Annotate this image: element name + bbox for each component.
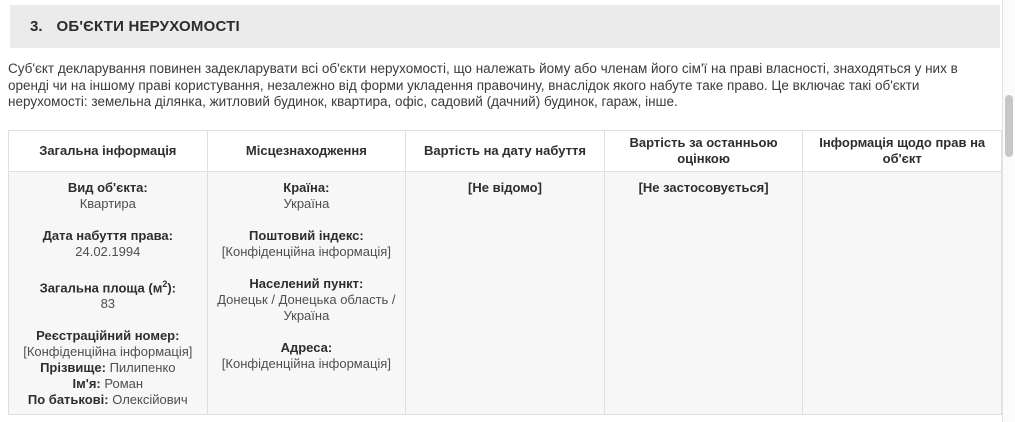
cell-location: Країна: Україна Поштовий індекс: [Конфід… (206, 170, 407, 416)
field-object-type: Вид об'єкта: Квартира (67, 180, 148, 211)
section-number: 3. (30, 18, 43, 35)
field-postal-code: Поштовий індекс: [Конфіденційна інформац… (221, 228, 391, 259)
field-settlement: Населений пункт: Донецьк / Донецька обла… (217, 276, 396, 323)
table-header-row: Загальна інформація Місцезнаходження Вар… (8, 130, 1002, 172)
vertical-scrollbar-track[interactable] (1002, 0, 1015, 422)
cell-rights-info (802, 170, 1002, 416)
column-header-location: Місцезнаходження (206, 130, 407, 172)
section-header: 3. ОБ'ЄКТИ НЕРУХОМОСТІ (10, 5, 1000, 48)
cell-value-at-acquisition: [Не відомо] (405, 170, 605, 416)
cell-value-last-appraisal: [Не застосовується] (603, 170, 804, 416)
vertical-scrollbar-thumb[interactable] (1005, 95, 1013, 157)
column-header-value-last-appraisal: Вартість за останньою оцінкою (603, 130, 804, 172)
real-estate-table: Загальна інформація Місцезнаходження Вар… (8, 130, 1002, 416)
section-title: ОБ'ЄКТИ НЕРУХОМОСТІ (56, 18, 240, 35)
field-total-area: Загальна площа (м2): 83 (39, 279, 177, 312)
field-address: Адреса: [Конфіденційна інформація] (221, 340, 391, 371)
cell-general-info: Вид об'єкта: Квартира Дата набуття права… (8, 170, 208, 416)
column-header-general-info: Загальна інформація (8, 130, 208, 172)
field-first-name: Ім'я: Роман (72, 376, 144, 392)
field-patronymic: По батькові: Олексійович (27, 392, 188, 408)
section-description: Суб'єкт декларування повинен задекларува… (8, 61, 958, 109)
column-header-rights-info: Інформація щодо прав на об'єкт (802, 130, 1002, 172)
column-header-value-at-acquisition: Вартість на дату набуття (405, 130, 605, 172)
table-row: Вид об'єкта: Квартира Дата набуття права… (8, 170, 1002, 416)
field-acquisition-date: Дата набуття права: 24.02.1994 (42, 228, 173, 259)
field-country: Країна: Україна (283, 180, 330, 211)
field-registration-number: Реєстраційний номер: [Конфіденційна інфо… (23, 328, 193, 360)
field-last-name: Прізвище: Пилипенко (40, 360, 176, 376)
